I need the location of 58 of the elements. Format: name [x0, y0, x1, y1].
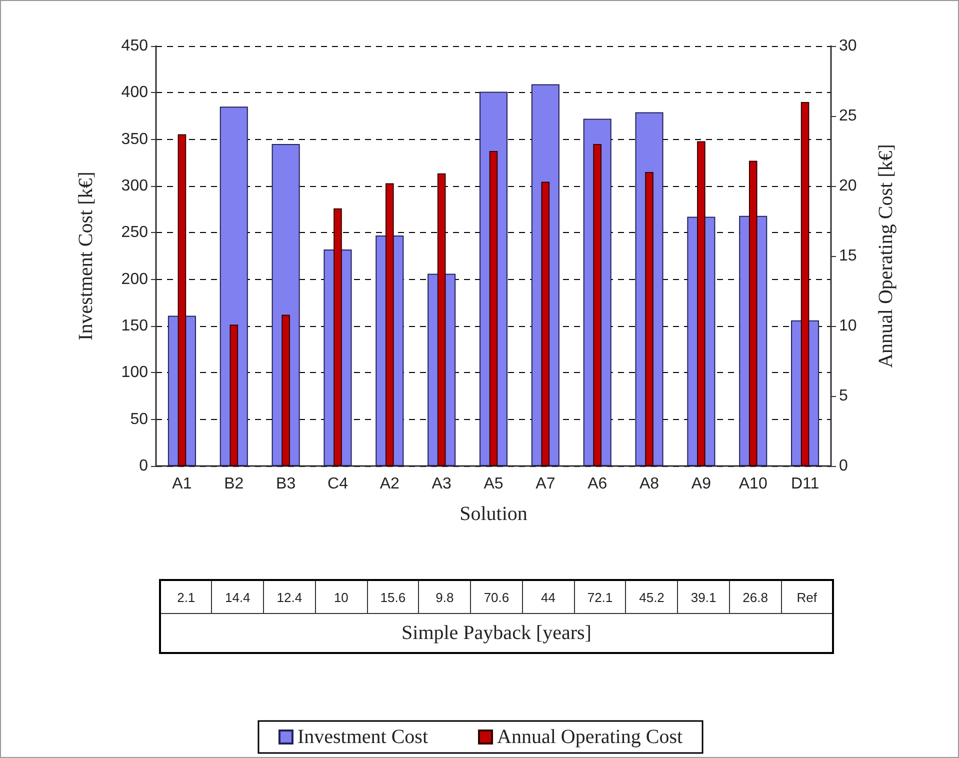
bar [541, 182, 550, 466]
bar [230, 324, 238, 466]
x-tick-label: D11 [790, 476, 820, 492]
y2-tick-label: 0 [839, 458, 848, 474]
x-axis-title: Solution [460, 503, 528, 525]
x-tick-label: A9 [691, 476, 712, 492]
bar [334, 208, 342, 466]
text: 45.2 [626, 580, 678, 614]
y2-tick-label: 5 [839, 388, 848, 404]
y-tick-label: 350 [121, 130, 148, 148]
y-tick-label: 450 [121, 38, 148, 54]
bar [697, 141, 706, 466]
text: 14.4 [212, 580, 264, 614]
y2-tick-label: 25 [839, 108, 857, 124]
text: 10 [315, 580, 368, 614]
y-tick-label: 0 [139, 458, 148, 474]
text: 12.4 [264, 580, 316, 614]
bar [645, 172, 654, 466]
text: 26.8 [729, 580, 782, 614]
bar [282, 314, 290, 466]
x-tick-label: A7 [536, 476, 556, 492]
bar [593, 144, 602, 466]
x-tick-label: A6 [588, 476, 608, 492]
text: 15.6 [367, 580, 419, 614]
bar [386, 183, 394, 466]
x-tick-label: A3 [432, 476, 452, 492]
y2-tick-label: 30 [839, 38, 857, 54]
y-tick-label: 50 [130, 410, 148, 428]
x-tick-label: A8 [639, 476, 660, 492]
y2-tick-label: 10 [839, 318, 857, 334]
y-tick-label: 100 [121, 364, 148, 382]
y2-axis-title: Annual Operating Cost [k€] [875, 144, 897, 368]
text: 2.1 [160, 580, 212, 614]
x-tick-label: B2 [224, 476, 244, 492]
text: 9.8 [418, 580, 471, 614]
text: 39.1 [678, 580, 730, 614]
y-tick-label: 150 [121, 318, 148, 334]
text: Simple Payback [years] [160, 614, 833, 653]
y2-tick-label: 15 [839, 248, 857, 264]
text: 72.1 [574, 580, 626, 614]
legend-label: Investment Cost [297, 726, 428, 748]
x-tick-label: B3 [276, 476, 296, 492]
bar [489, 151, 498, 466]
legend-label: Annual Operating Cost [497, 726, 683, 748]
x-tick-label: A5 [484, 476, 504, 492]
x-tick-label: A2 [380, 476, 400, 492]
y-tick-label: 400 [121, 84, 148, 102]
text: 44 [522, 580, 574, 614]
x-tick-label: C4 [328, 476, 348, 492]
text: 70.6 [470, 580, 522, 614]
x-tick-label: A10 [738, 476, 768, 492]
text: Ref [781, 580, 833, 614]
x-tick-label: A1 [172, 476, 192, 492]
y-axis-title: Investment Cost [k€] [75, 172, 97, 340]
y-tick-label: 300 [121, 178, 148, 194]
y-tick-label: 250 [121, 224, 148, 242]
y2-tick-label: 20 [839, 178, 857, 194]
y-tick-label: 200 [121, 270, 148, 288]
